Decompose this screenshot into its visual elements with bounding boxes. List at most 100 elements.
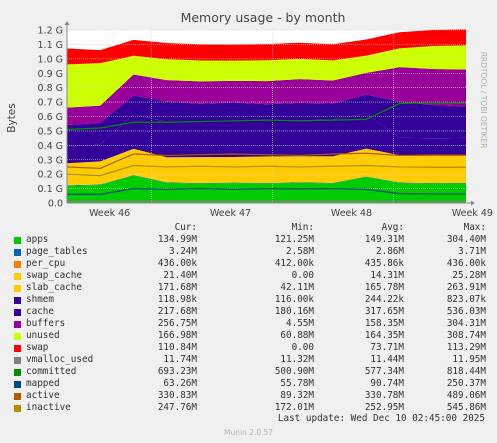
y-tick-label: 0.8 G (38, 83, 64, 94)
legend-value-max: 263.91M (446, 282, 486, 293)
legend-value-avg: 73.71M (370, 342, 404, 353)
legend-swatch (14, 405, 21, 412)
legend-value-max: 250.37M (446, 378, 486, 389)
y-tick-label: 0.2 G (38, 170, 64, 181)
legend-value-max: 489.06M (446, 390, 486, 401)
legend-value-max: 536.03M (446, 306, 486, 317)
area-swap_cache (67, 172, 466, 186)
legend-row-committed: committed 693.23M 500.90M 577.34M 818.44M (0, 366, 497, 378)
legend-swatch (14, 393, 21, 400)
area-apps (67, 175, 466, 203)
legend-value-cur: 171.68M (157, 282, 197, 293)
plot-area: 0.0 0.1 G 0.2 G 0.3 G 0.4 G 0.5 G 0.6 G 0.7 G 0.… (38, 21, 493, 219)
legend-value-min: 89.32M (280, 390, 314, 401)
legend-row-inactive: inactive 247.76M 172.01M 252.95M 545.86M (0, 402, 497, 414)
line-mapped (67, 187, 466, 195)
legend-value-min: 121.25M (274, 234, 314, 245)
legend-value-cur: 330.83M (157, 390, 197, 401)
legend-header-max: Max: (463, 222, 486, 233)
legend-value-avg: 90.74M (370, 378, 404, 389)
last-update: Last update: Wed Dec 10 02:45:00 2025 (277, 413, 485, 424)
legend-value-min: 4.55M (286, 318, 314, 329)
line-inactive (66, 164, 466, 177)
legend-value-cur: 247.76M (157, 402, 197, 413)
legend-series-name: per_cpu (26, 258, 66, 269)
legend-swatch (14, 297, 21, 304)
y-tick-label: 1.1 G (38, 40, 64, 51)
legend-value-avg: 252.95M (364, 402, 404, 413)
legend-value-avg: 244.22k (364, 294, 404, 305)
y-tick-label: 0.3 G (38, 155, 64, 166)
legend-value-min: 2.58M (286, 246, 314, 257)
legend-value-avg: 158.35M (364, 318, 404, 329)
line-committed (66, 102, 467, 131)
legend-series-name: page_tables (26, 246, 88, 257)
legend-series-name: vmalloc_used (26, 354, 94, 365)
area-buffers (67, 67, 466, 125)
x-tick-label: Week 49 (452, 208, 493, 219)
memory-chart: Memory usage - by month Bytes RRDTOOL / … (6, 10, 493, 219)
legend-row-vmalloc_used: vmalloc_used 11.74M 11.32M 11.44M 11.95M (0, 354, 497, 366)
legend-value-max: 308.74M (446, 330, 486, 341)
legend-swatch (14, 249, 21, 256)
legend-value-min: 412.00k (274, 258, 314, 269)
legend-row-mapped: mapped 63.26M 55.78M 90.74M 250.37M (0, 378, 497, 390)
legend-row-per_cpu: per_cpu 436.00k 412.00k 435.86k 436.00k (0, 258, 497, 270)
legend-value-max: 818.44M (446, 366, 486, 377)
legend-row-shmem: shmem 118.98k 116.00k 244.22k 823.07k (0, 294, 497, 306)
y-tick-label: 0.5 G (38, 126, 64, 137)
legend-row-buffers: buffers 256.75M 4.55M 158.35M 304.31M (0, 318, 497, 330)
legend-value-cur: 11.74M (163, 354, 197, 365)
legend-value-max: 823.07k (446, 294, 486, 305)
y-axis-label: Bytes (6, 103, 18, 132)
legend-value-cur: 436.00k (157, 258, 197, 269)
legend-value-min: 180.16M (274, 306, 314, 317)
legend-value-min: 60.88M (280, 330, 314, 341)
legend-value-cur: 21.40M (163, 270, 197, 281)
legend-value-min: 42.11M (280, 282, 314, 293)
legend-value-avg: 165.78M (364, 282, 404, 293)
legend-value-cur: 217.68M (157, 306, 197, 317)
legend-value-max: 436.00k (446, 258, 486, 269)
legend-series-name: mapped (26, 378, 60, 389)
legend-value-max: 304.40M (446, 234, 486, 245)
y-tick-label: 1.0 G (38, 54, 64, 65)
y-tick-label: 0.6 G (38, 112, 64, 123)
y-tick-label: 0.9 G (38, 69, 64, 80)
y-axis-arrow (64, 21, 70, 25)
area-unused (67, 45, 466, 108)
legend-value-max: 304.31M (446, 318, 486, 329)
legend-swatch (14, 261, 21, 268)
legend-value-cur: 63.26M (163, 378, 197, 389)
legend-row-swap_cache: swap_cache 21.40M 0.00 14.31M 25.28M (0, 270, 497, 282)
rrdtool-credit: RRDTOOL / TOBI OETIKER (479, 52, 488, 149)
legend-swatch (14, 357, 21, 364)
legend-series-name: swap_cache (26, 270, 82, 281)
legend-row-swap: swap 110.84M 0.00 73.71M 113.29M (0, 342, 497, 354)
legend-value-cur: 110.84M (157, 342, 197, 353)
legend-series-name: slab_cache (26, 282, 82, 293)
y-tick-label: 1.2 G (38, 26, 64, 37)
y-tick-label: 0.7 G (38, 98, 64, 109)
legend-swatch (14, 321, 21, 328)
area-swap (67, 29, 466, 65)
legend-swatch (14, 309, 21, 316)
legend-header-avg: Avg: (381, 222, 404, 233)
legend-swatch (14, 273, 21, 280)
x-tick-label: Week 46 (89, 208, 130, 219)
legend-value-avg: 14.31M (370, 270, 404, 281)
legend-value-avg: 2.86M (376, 246, 404, 257)
legend-value-max: 25.28M (452, 270, 486, 281)
line-active (66, 152, 467, 170)
x-tick-label: Week 47 (210, 208, 251, 219)
x-axis-arrow (471, 200, 475, 206)
legend-series-name: committed (26, 366, 77, 377)
legend-series-name: shmem (26, 294, 54, 305)
y-tick-label: 0.0 (48, 199, 63, 210)
legend-swatch (14, 381, 21, 388)
legend-value-cur: 118.98k (157, 294, 197, 305)
legend-value-max: 11.95M (452, 354, 486, 365)
legend-header-min: Min: (291, 222, 314, 233)
legend-series-name: buffers (26, 318, 66, 329)
legend-value-cur: 3.24M (169, 246, 197, 257)
